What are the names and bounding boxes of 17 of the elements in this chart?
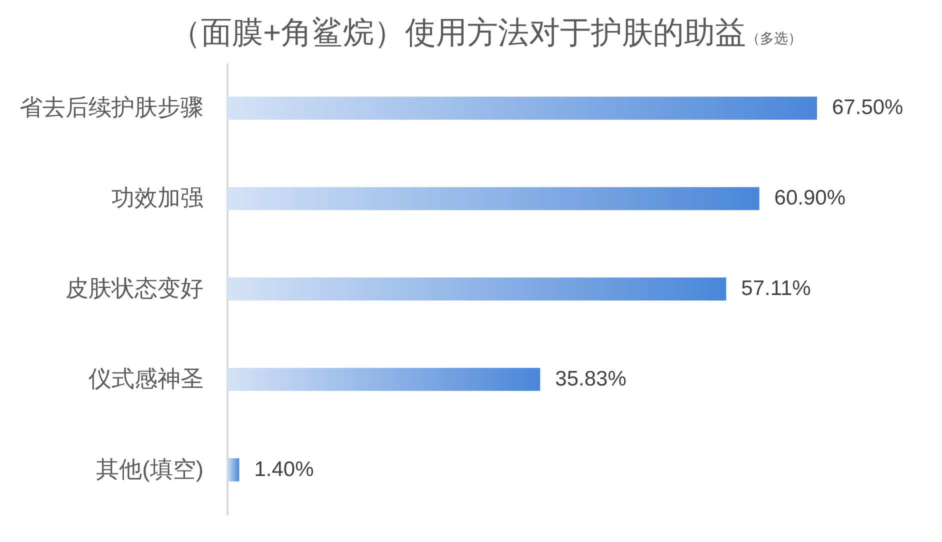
y-tick-label: 仪式感神圣 (88, 365, 204, 392)
y-tick-label: 皮肤状态变好 (66, 275, 204, 301)
bar (227, 458, 240, 482)
bar (227, 96, 817, 120)
bar (227, 277, 726, 301)
y-tick-label: 功效加强 (112, 184, 204, 211)
data-label: 57.11% (741, 277, 811, 300)
data-label: 35.83% (555, 367, 626, 390)
chart-title: （面膜+角鲨烷）使用方法对于护肤的助益 (170, 15, 746, 50)
chart-subtitle: （多选） (746, 30, 802, 46)
y-tick-label: 其他(填空) (96, 456, 204, 482)
bar (227, 187, 760, 210)
data-label: 67.50% (832, 96, 904, 120)
data-label: 60.90% (774, 186, 846, 210)
bar (227, 368, 540, 391)
data-label: 1.40% (254, 458, 314, 481)
y-tick-label: 省去后续护肤步骤 (20, 94, 204, 120)
